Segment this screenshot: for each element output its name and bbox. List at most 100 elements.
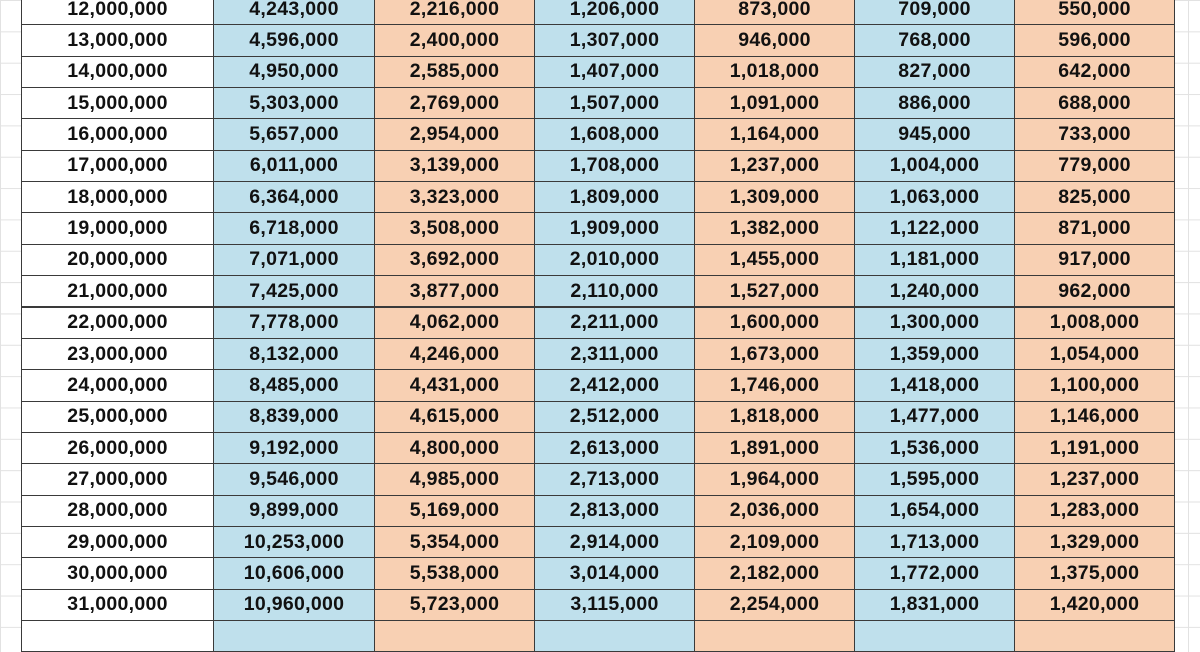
table-cell: 4,062,000 (374, 306, 535, 339)
table-cell: 1,809,000 (534, 181, 695, 214)
table-cell: 1,608,000 (534, 118, 695, 151)
table-cell: 1,008,000 (1014, 306, 1175, 339)
table-cell: 4,615,000 (374, 400, 535, 433)
table-cell: 1,772,000 (854, 557, 1015, 590)
table-cell: 4,243,000 (213, 0, 375, 26)
table-cell: 1,329,000 (1014, 525, 1175, 559)
table-cell: 5,354,000 (374, 525, 535, 559)
table-cell: 1,237,000 (694, 149, 855, 183)
table-cell: 28,000,000 (21, 494, 214, 527)
table-cell: 2,254,000 (694, 588, 855, 621)
table-cell: 2,010,000 (534, 243, 695, 277)
table-cell: 3,014,000 (534, 557, 695, 590)
table-cell: 825,000 (1014, 181, 1175, 214)
table-cell: 1,891,000 (694, 431, 855, 465)
table-cell: 8,839,000 (213, 400, 375, 433)
table-cell: 19,000,000 (21, 212, 214, 245)
table-cell: 7,778,000 (213, 306, 375, 339)
table-cell: 1,191,000 (1014, 431, 1175, 465)
table-cell (534, 620, 695, 652)
table-cell: 1,307,000 (534, 24, 695, 57)
table-cell: 1,818,000 (694, 400, 855, 433)
table-cell: 13,000,000 (21, 24, 214, 57)
table-cell: 14,000,000 (21, 55, 214, 89)
table-cell: 4,800,000 (374, 431, 535, 465)
table-cell: 962,000 (1014, 275, 1175, 308)
table-cell: 873,000 (694, 0, 855, 26)
table-cell: 2,412,000 (534, 369, 695, 402)
table-cell: 1,063,000 (854, 181, 1015, 214)
table-cell: 1,654,000 (854, 494, 1015, 527)
table-cell: 1,181,000 (854, 243, 1015, 277)
table-cell: 10,253,000 (213, 525, 375, 559)
table-cell (21, 620, 214, 652)
table-cell: 1,004,000 (854, 149, 1015, 183)
table-cell: 4,596,000 (213, 24, 375, 57)
table-cell: 1,237,000 (1014, 463, 1175, 496)
table-cell: 30,000,000 (21, 557, 214, 590)
table-cell (374, 620, 535, 652)
table-cell: 709,000 (854, 0, 1015, 26)
table-cell: 2,182,000 (694, 557, 855, 590)
table-cell: 1,309,000 (694, 181, 855, 214)
table-cell: 26,000,000 (21, 431, 214, 465)
table-cell: 1,122,000 (854, 212, 1015, 245)
table-cell: 12,000,000 (21, 0, 214, 26)
table-cell: 2,110,000 (534, 275, 695, 308)
table-cell: 25,000,000 (21, 400, 214, 433)
table-cell: 2,713,000 (534, 463, 695, 496)
table-cell: 1,407,000 (534, 55, 695, 89)
table-cell: 945,000 (854, 118, 1015, 151)
table-cell: 4,985,000 (374, 463, 535, 496)
table-cell: 1,300,000 (854, 306, 1015, 339)
table-cell: 2,512,000 (534, 400, 695, 433)
table-cell: 1,527,000 (694, 275, 855, 308)
table-cell: 3,877,000 (374, 275, 535, 308)
table-cell: 6,011,000 (213, 149, 375, 183)
table-cell: 886,000 (854, 87, 1015, 120)
table-cell: 1,713,000 (854, 525, 1015, 559)
table-cell: 2,585,000 (374, 55, 535, 89)
table-cell: 2,914,000 (534, 525, 695, 559)
table-cell: 16,000,000 (21, 118, 214, 151)
table-cell: 1,164,000 (694, 118, 855, 151)
table-cell: 5,169,000 (374, 494, 535, 527)
table-cell: 1,375,000 (1014, 557, 1175, 590)
table-cell: 5,723,000 (374, 588, 535, 621)
table-cell: 4,950,000 (213, 55, 375, 89)
table-cell: 1,018,000 (694, 55, 855, 89)
table-cell: 31,000,000 (21, 588, 214, 621)
table-cell: 2,036,000 (694, 494, 855, 527)
table-cell: 1,507,000 (534, 87, 695, 120)
table-cell: 2,311,000 (534, 337, 695, 371)
table-cell: 1,746,000 (694, 369, 855, 402)
table-cell: 5,657,000 (213, 118, 375, 151)
table-cell: 27,000,000 (21, 463, 214, 496)
table-cell: 8,485,000 (213, 369, 375, 402)
table-cell: 688,000 (1014, 87, 1175, 120)
table-cell: 7,071,000 (213, 243, 375, 277)
table-cell: 2,109,000 (694, 525, 855, 559)
table-cell: 1,673,000 (694, 337, 855, 371)
table-cell: 1,536,000 (854, 431, 1015, 465)
table-cell: 3,692,000 (374, 243, 535, 277)
table-cell: 23,000,000 (21, 337, 214, 371)
table-cell: 7,425,000 (213, 275, 375, 308)
table-cell: 2,613,000 (534, 431, 695, 465)
table-cell (694, 620, 855, 652)
table-cell: 3,323,000 (374, 181, 535, 214)
table-cell: 550,000 (1014, 0, 1175, 26)
table-cell: 596,000 (1014, 24, 1175, 57)
table-cell: 3,115,000 (534, 588, 695, 621)
spreadsheet: 12,000,000 4,243,000 2,216,000 1,206,000 873… (21, 0, 1175, 652)
table-cell: 1,359,000 (854, 337, 1015, 371)
table-cell (213, 620, 375, 652)
table-cell: 5,303,000 (213, 87, 375, 120)
table-cell: 6,364,000 (213, 181, 375, 214)
table-cell: 1,283,000 (1014, 494, 1175, 527)
table-cell: 1,100,000 (1014, 369, 1175, 402)
table-cell: 2,813,000 (534, 494, 695, 527)
table-cell: 18,000,000 (21, 181, 214, 214)
table-cell: 21,000,000 (21, 275, 214, 308)
table-cell: 2,211,000 (534, 306, 695, 339)
